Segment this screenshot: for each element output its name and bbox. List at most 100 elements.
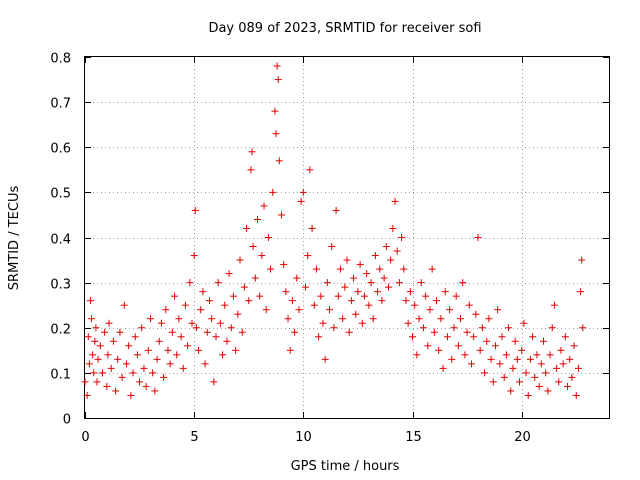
data-point — [513, 355, 521, 363]
data-point — [129, 369, 137, 377]
data-point — [227, 324, 235, 332]
data-point — [173, 351, 181, 359]
y-tick-label: 0.1 — [50, 368, 71, 383]
data-point — [548, 324, 556, 332]
data-point — [577, 288, 585, 296]
data-point — [502, 351, 510, 359]
data-point — [391, 197, 399, 205]
data-point — [439, 364, 447, 372]
data-point — [413, 351, 421, 359]
data-point — [393, 247, 401, 255]
data-point — [546, 351, 554, 359]
data-point — [315, 333, 323, 341]
data-point — [306, 166, 314, 174]
data-point — [398, 234, 406, 241]
data-point — [409, 333, 416, 341]
data-point — [579, 324, 587, 332]
data-point — [299, 188, 307, 196]
data-point — [256, 292, 264, 300]
data-point — [162, 306, 170, 314]
data-point — [258, 252, 266, 260]
data-point — [491, 342, 499, 350]
data-point — [90, 369, 98, 377]
data-point — [524, 391, 532, 399]
data-point — [245, 297, 253, 305]
data-point — [219, 351, 227, 359]
data-point — [345, 328, 353, 336]
data-point — [537, 360, 545, 368]
chart-title: Day 089 of 2023, SRMTID for receiver sof… — [208, 21, 481, 36]
data-point — [356, 261, 364, 269]
data-point — [175, 315, 183, 323]
y-tick-label: 0.3 — [50, 278, 71, 293]
data-point — [236, 256, 244, 264]
data-point — [177, 333, 185, 341]
data-point — [208, 315, 216, 323]
data-point — [253, 215, 261, 223]
data-point — [363, 270, 371, 278]
data-point — [367, 279, 375, 287]
data-point — [330, 324, 338, 332]
data-point — [509, 364, 517, 372]
data-point — [470, 333, 478, 341]
data-point — [498, 333, 506, 341]
data-point — [249, 243, 257, 251]
data-point — [140, 364, 148, 372]
data-point — [122, 360, 130, 368]
data-point — [94, 355, 102, 363]
data-point — [98, 369, 106, 377]
data-point — [568, 373, 576, 381]
data-point — [450, 324, 458, 332]
data-point — [485, 315, 493, 323]
data-point — [293, 274, 301, 282]
data-point — [197, 306, 205, 314]
data-point — [483, 337, 491, 345]
data-point — [229, 292, 237, 300]
data-point — [424, 342, 432, 350]
data-point — [275, 157, 283, 165]
data-point — [461, 351, 469, 359]
data-point — [278, 211, 285, 219]
data-point — [564, 382, 572, 390]
data-point — [221, 301, 229, 309]
data-point — [328, 243, 336, 251]
data-point — [452, 292, 460, 300]
data-point — [199, 288, 207, 296]
data-point — [232, 346, 240, 354]
y-tick-label: 0.4 — [50, 233, 71, 248]
data-point — [341, 283, 349, 291]
data-point — [133, 351, 141, 359]
data-point — [500, 373, 508, 381]
data-point — [310, 301, 318, 309]
data-point — [465, 301, 473, 309]
data-point — [360, 292, 368, 300]
data-point — [336, 265, 344, 273]
data-point — [216, 319, 224, 327]
data-point — [472, 310, 480, 318]
data-point — [195, 346, 203, 354]
data-point — [332, 206, 340, 214]
y-tick-label: 0.7 — [50, 97, 71, 112]
data-point — [280, 261, 288, 269]
data-point — [395, 279, 403, 287]
data-point — [323, 279, 331, 287]
data-point — [505, 324, 513, 332]
data-point — [88, 315, 96, 323]
data-point — [155, 337, 163, 345]
data-point — [269, 188, 277, 196]
data-point — [520, 319, 528, 327]
data-point — [243, 224, 251, 232]
data-point — [186, 279, 194, 287]
data-point — [118, 373, 126, 381]
data-points — [81, 62, 587, 399]
data-point — [496, 360, 504, 368]
data-point — [291, 328, 299, 336]
data-point — [273, 62, 281, 70]
data-point — [433, 297, 441, 305]
data-point — [109, 337, 117, 345]
data-point — [553, 364, 561, 372]
data-point — [147, 315, 154, 323]
data-point — [203, 328, 211, 336]
data-point — [474, 234, 482, 241]
